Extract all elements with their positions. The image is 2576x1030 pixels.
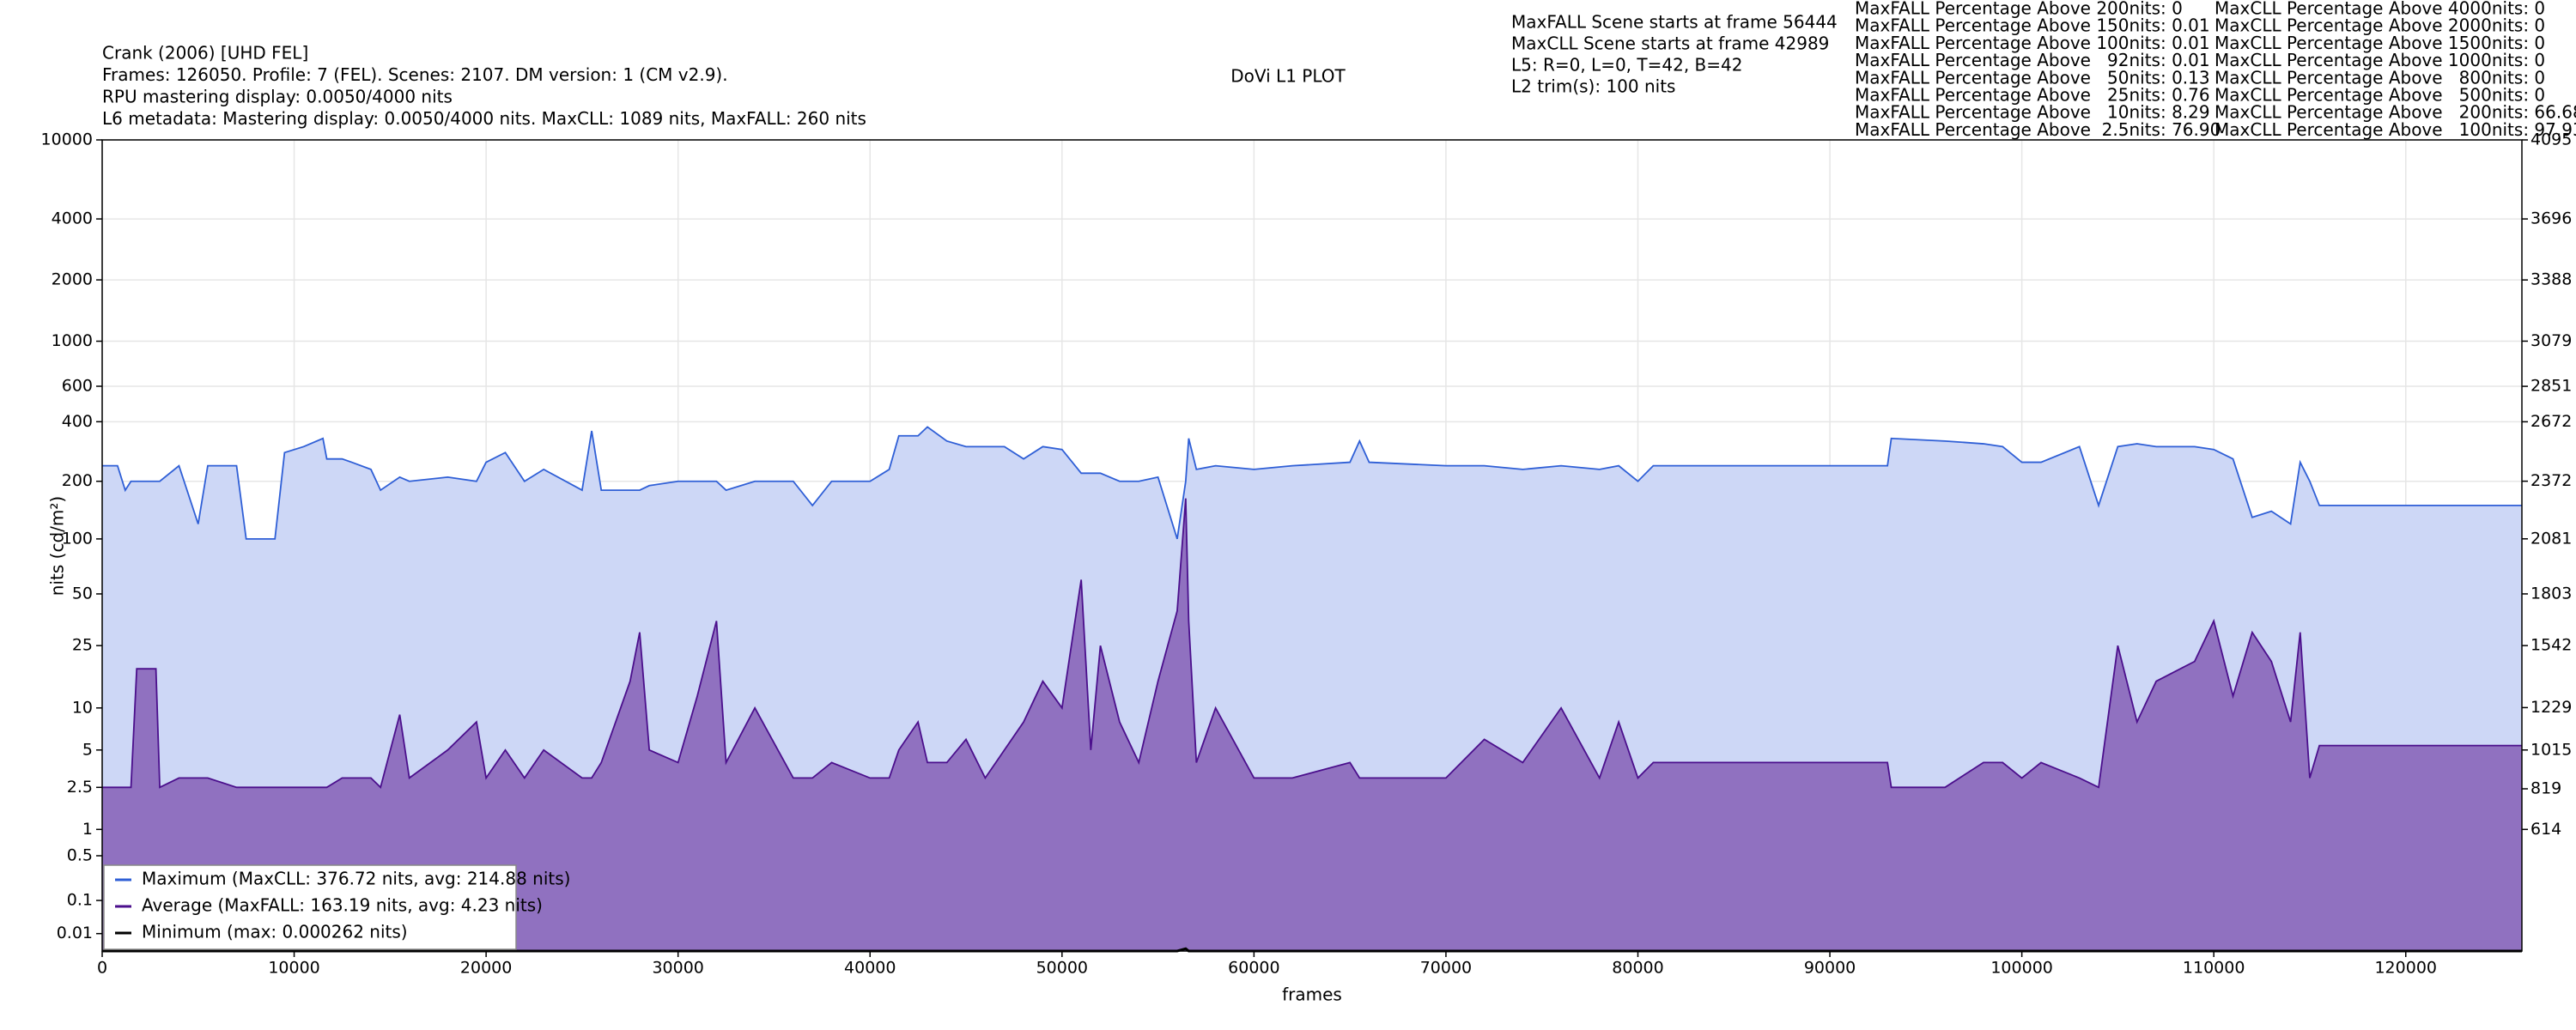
maxfall-stat: MaxFALL Percentage Above 50nits: 0.13 bbox=[1855, 67, 2210, 88]
maxfall-stat: MaxFALL Percentage Above 200nits: 0 bbox=[1855, 0, 2183, 19]
y-tick-label: 100 bbox=[62, 529, 93, 548]
x-tick-label: 70000 bbox=[1420, 959, 1472, 978]
y-tick-label: 1 bbox=[82, 820, 93, 839]
legend-box bbox=[103, 864, 517, 950]
y-tick-label: 0.5 bbox=[67, 846, 93, 865]
y2-tick-label: 4095 bbox=[2530, 130, 2572, 149]
x-tick-label: 110000 bbox=[2183, 959, 2245, 978]
series-area bbox=[102, 498, 2522, 951]
scene-text: L5: R=0, L=0, T=42, B=42 bbox=[1511, 55, 1742, 76]
y-tick-label: 400 bbox=[62, 412, 93, 431]
x-tick-label: 40000 bbox=[844, 959, 896, 978]
info-text: L6 metadata: Mastering display: 0.0050/4… bbox=[102, 108, 866, 129]
chart-title: DoVi L1 PLOT bbox=[1230, 66, 1346, 87]
y-axis-label: nits (cd/m²) bbox=[47, 496, 68, 596]
y2-tick-label: 2372 bbox=[2530, 471, 2572, 490]
maxcll-stat: MaxCLL Percentage Above 2000nits: 0 bbox=[2215, 15, 2545, 36]
y2-tick-label: 1015 bbox=[2530, 740, 2572, 759]
legend-label: Average (MaxFALL: 163.19 nits, avg: 4.23… bbox=[142, 895, 543, 916]
info-text: Frames: 126050. Profile: 7 (FEL). Scenes… bbox=[102, 64, 728, 85]
y2-tick-label: 1803 bbox=[2530, 584, 2572, 603]
maxfall-stat: MaxFALL Percentage Above 150nits: 0.01 bbox=[1855, 15, 2210, 36]
x-tick-label: 10000 bbox=[268, 959, 319, 978]
y2-tick-label: 3079 bbox=[2530, 331, 2572, 350]
y2-tick-label: 819 bbox=[2530, 779, 2561, 798]
scene-text: MaxCLL Scene starts at frame 42989 bbox=[1511, 33, 1829, 54]
x-tick-label: 60000 bbox=[1228, 959, 1279, 978]
plot-frame bbox=[101, 139, 2523, 952]
y-tick-label: 0.1 bbox=[67, 891, 93, 910]
series-line bbox=[102, 498, 2522, 790]
x-tick-label: 100000 bbox=[1990, 959, 2053, 978]
y-tick-label: 2.5 bbox=[67, 778, 93, 797]
info-text: Crank (2006) [UHD FEL] bbox=[102, 43, 308, 64]
maxfall-stat: MaxFALL Percentage Above 2.5nits: 76.90 bbox=[1855, 119, 2221, 140]
maxfall-stat: MaxFALL Percentage Above 92nits: 0.01 bbox=[1855, 50, 2210, 70]
y2-tick-label: 3696 bbox=[2530, 209, 2572, 228]
maxcll-stat: MaxCLL Percentage Above 200nits: 66.68 bbox=[2215, 102, 2576, 123]
y2-tick-label: 2851 bbox=[2530, 377, 2572, 396]
x-tick-label: 30000 bbox=[652, 959, 703, 978]
y-tick-label: 0.01 bbox=[57, 924, 93, 942]
maxcll-stat: MaxCLL Percentage Above 4000nits: 0 bbox=[2215, 0, 2545, 19]
y-tick-label: 25 bbox=[72, 636, 93, 655]
y-tick-label: 5 bbox=[82, 740, 93, 759]
maxcll-stat: MaxCLL Percentage Above 1000nits: 0 bbox=[2215, 50, 2545, 70]
x-tick-label: 50000 bbox=[1036, 959, 1088, 978]
y-tick-label: 2000 bbox=[52, 270, 93, 289]
y2-tick-label: 2672 bbox=[2530, 412, 2572, 431]
series-line bbox=[102, 426, 2522, 540]
y2-tick-label: 1229 bbox=[2530, 698, 2572, 717]
x-axis-label: frames bbox=[1282, 985, 1342, 1005]
maxfall-stat: MaxFALL Percentage Above 100nits: 0.01 bbox=[1855, 33, 2210, 53]
x-tick-label: 80000 bbox=[1612, 959, 1663, 978]
maxfall-stat: MaxFALL Percentage Above 10nits: 8.29 bbox=[1855, 102, 2210, 123]
x-tick-label: 90000 bbox=[1804, 959, 1856, 978]
scene-text: L2 trim(s): 100 nits bbox=[1511, 76, 1675, 97]
y-tick-label: 1000 bbox=[52, 331, 93, 350]
maxcll-stat: MaxCLL Percentage Above 1500nits: 0 bbox=[2215, 33, 2545, 53]
x-tick-label: 20000 bbox=[460, 959, 512, 978]
y2-tick-label: 3388 bbox=[2530, 270, 2572, 289]
y2-tick-label: 614 bbox=[2530, 820, 2561, 839]
y-tick-label: 50 bbox=[72, 584, 93, 603]
y-tick-label: 10 bbox=[72, 698, 93, 717]
y2-tick-label: 2081 bbox=[2530, 529, 2572, 548]
y2-tick-label: 1542 bbox=[2530, 636, 2572, 655]
maxcll-stat: MaxCLL Percentage Above 800nits: 0 bbox=[2215, 67, 2545, 88]
scene-text: MaxFALL Scene starts at frame 56444 bbox=[1511, 12, 1838, 33]
y-tick-label: 4000 bbox=[52, 209, 93, 228]
maxcll-stat: MaxCLL Percentage Above 100nits: 97.93 bbox=[2215, 119, 2576, 140]
y-tick-label: 600 bbox=[62, 377, 93, 396]
maxcll-stat: MaxCLL Percentage Above 500nits: 0 bbox=[2215, 85, 2545, 106]
x-tick-label: 0 bbox=[97, 959, 107, 978]
maxfall-stat: MaxFALL Percentage Above 25nits: 0.76 bbox=[1855, 85, 2210, 106]
y-tick-label: 10000 bbox=[41, 130, 93, 149]
info-text: RPU mastering display: 0.0050/4000 nits bbox=[102, 87, 453, 107]
legend-label: Minimum (max: 0.000262 nits) bbox=[142, 922, 408, 942]
y-tick-label: 200 bbox=[62, 471, 93, 490]
x-tick-label: 120000 bbox=[2374, 959, 2437, 978]
legend-label: Maximum (MaxCLL: 376.72 nits, avg: 214.8… bbox=[142, 869, 570, 889]
